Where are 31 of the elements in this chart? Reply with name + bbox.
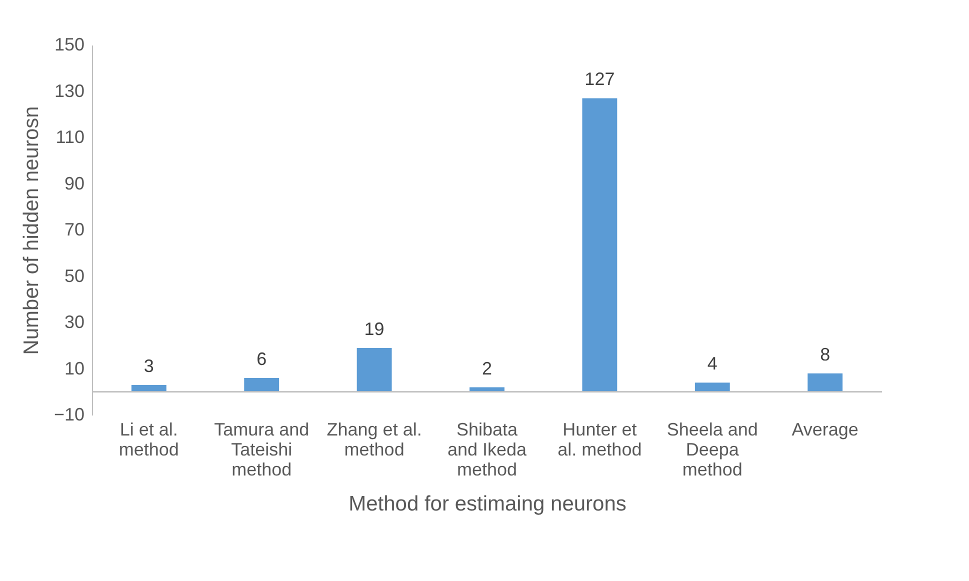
x-tick-label: Sheela and Deepa method <box>666 420 758 480</box>
bar <box>356 348 392 392</box>
bar <box>582 98 618 392</box>
data-label: 6 <box>256 349 267 369</box>
bar <box>808 373 843 392</box>
bar <box>244 378 280 392</box>
y-tick-label: 30 <box>64 312 84 332</box>
y-tick-label: 70 <box>64 220 84 240</box>
y-tick-label: 130 <box>54 80 84 101</box>
data-label: 8 <box>820 344 830 364</box>
x-tick-label: Hunter et al. method <box>558 420 642 460</box>
bar <box>131 384 166 392</box>
data-label: 19 <box>364 318 384 339</box>
x-axis-title: Method for estimaing neurons <box>348 492 626 516</box>
y-tick-label: 150 <box>54 34 84 54</box>
x-tick-label: Tamura and Tateishi method <box>214 420 310 480</box>
x-tick-label: Zhang et al. method <box>326 420 422 460</box>
data-label: 127 <box>584 69 615 90</box>
bar <box>694 382 730 392</box>
y-tick-label: −10 <box>54 404 84 424</box>
y-tick-label: 90 <box>64 173 84 194</box>
x-tick-label: Average <box>792 420 858 440</box>
y-axis-title: Number of hidden neurosn <box>20 106 43 355</box>
y-tick-label: 10 <box>64 358 84 378</box>
data-label: 3 <box>144 356 154 376</box>
y-tick-label: 110 <box>56 127 84 147</box>
y-tick-label: 50 <box>64 266 84 286</box>
x-tick-label: Shibata and Ikeda method <box>447 420 528 480</box>
x-tick-label: Li et al. method <box>118 420 179 460</box>
data-label: 4 <box>707 354 718 374</box>
data-label: 2 <box>482 358 492 378</box>
